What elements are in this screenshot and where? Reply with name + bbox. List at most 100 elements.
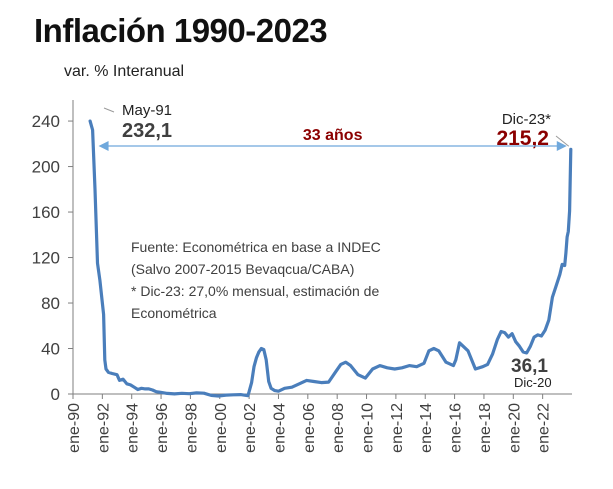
data-point [462,345,465,348]
data-point [96,262,99,265]
data-point [521,350,524,353]
data-point [481,365,484,368]
data-point [564,251,567,254]
data-point [155,390,158,393]
data-point [507,336,510,339]
data-point [518,345,521,348]
y-tick-label: 80 [41,294,60,313]
x-tick-label: ene-06 [301,403,318,453]
x-tick-label: ene-98 [183,403,200,453]
data-point [356,373,359,376]
data-point [415,365,418,368]
source-note-line: (Salvo 2007-2015 Bevaqcua/CABA) [131,261,354,277]
data-point [540,334,543,337]
data-point [102,313,105,316]
data-point [217,394,220,397]
data-point [111,372,114,375]
x-tick-label: ene-10 [360,403,377,453]
data-point [273,389,276,392]
data-point [510,332,513,335]
x-tick-label: ene-00 [213,403,230,453]
data-point [547,318,550,321]
data-point [89,119,92,122]
data-point [180,392,183,395]
data-point [118,379,121,382]
data-point [255,356,258,359]
data-point [262,348,265,351]
x-tick-label: ene-94 [125,403,142,453]
data-point [474,367,477,370]
data-point [503,331,506,334]
data-point [555,284,558,287]
data-point [327,380,330,383]
end-leader-line [555,135,570,147]
data-point [224,394,227,397]
data-point [454,358,457,361]
data-point [437,349,440,352]
low-value-label: 36,1 [511,356,548,377]
data-point [344,361,347,364]
data-point [98,279,101,282]
data-point [122,378,125,381]
x-axis: ene-90 ene-92 ene-94 ene-96 ene-98 ene-00 ene-… [66,393,572,453]
series-layer [88,119,573,398]
data-point [566,235,569,238]
data-point [93,188,96,191]
x-tick-label: ene-14 [418,403,435,453]
data-point [558,273,561,276]
data-point [364,376,367,379]
data-point [320,381,323,384]
data-point [151,388,154,391]
data-point [393,367,396,370]
data-point [452,364,455,367]
data-point [569,148,572,151]
x-tick-label: ene-12 [389,403,406,453]
data-point [270,387,273,390]
data-point [232,393,235,396]
x-tick-label: ene-90 [66,403,83,453]
data-point [125,382,128,385]
data-point [499,330,502,333]
x-tick-label: ene-02 [242,403,259,453]
data-point [432,347,435,350]
x-tick-label: ene-22 [536,403,553,453]
data-point [349,364,352,367]
data-point [536,333,539,336]
data-point [140,387,143,390]
data-point [378,364,381,367]
y-axis: 0 40 80 120 160 200 240 [32,100,74,404]
data-point [486,363,489,366]
data-point [305,379,308,382]
data-point [298,382,301,385]
data-point [529,345,532,348]
data-point [267,380,270,383]
x-tick-label: ene-20 [506,403,523,453]
y-tick-label: 240 [32,112,60,131]
x-tick-label: ene-16 [448,403,465,453]
data-point [334,370,337,373]
data-point [312,380,315,383]
data-point [147,387,150,390]
data-point [173,392,176,395]
start-leader-line [103,107,115,113]
y-tick-label: 200 [32,158,60,177]
data-point [195,391,198,394]
data-point [283,387,286,390]
y-tick-label: 160 [32,203,60,222]
data-point [158,391,161,394]
data-point [525,351,528,354]
data-point [496,338,499,341]
data-point [491,353,494,356]
data-point [567,230,570,233]
data-point [568,209,571,212]
data-point [188,392,191,395]
data-point [252,365,255,368]
data-point [290,386,293,389]
source-note-line: Fuente: Econométrica en base a INDEC [131,239,381,255]
data-point [91,128,94,131]
data-point [115,373,118,376]
data-point [104,367,107,370]
data-point [339,363,342,366]
